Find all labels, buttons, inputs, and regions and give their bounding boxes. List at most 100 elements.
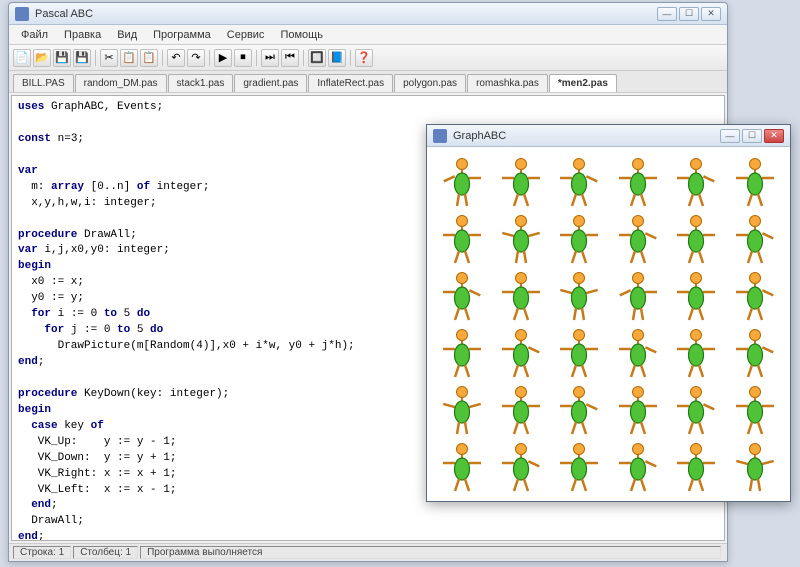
- app-title: Pascal ABC: [35, 8, 657, 20]
- toolbar-button-0[interactable]: 📄: [13, 49, 31, 67]
- sprite-cell: [667, 324, 726, 381]
- status-message: Программа выполняется: [140, 546, 721, 559]
- main-titlebar[interactable]: Pascal ABC — ☐ ✕: [9, 3, 727, 25]
- figure-sprite: [673, 327, 719, 379]
- figure-sprite: [498, 213, 544, 265]
- sprite-cell: [726, 153, 785, 210]
- sprite-cell: [609, 438, 668, 495]
- graph-app-icon: [433, 129, 447, 143]
- sprite-cell: [726, 267, 785, 324]
- sprite-cell: [492, 438, 551, 495]
- figure-sprite: [732, 270, 778, 322]
- figure-sprite: [498, 270, 544, 322]
- menu-item-2[interactable]: Вид: [109, 27, 145, 43]
- figure-sprite: [615, 384, 661, 436]
- graph-maximize-button[interactable]: ☐: [742, 129, 762, 143]
- figure-sprite: [439, 213, 485, 265]
- status-bar: Строка: 1 Столбец: 1 Программа выполняет…: [9, 543, 727, 561]
- toolbar: 📄📂💾💾✂📋📋↶↷▶⏹⏭⏮🔲📘❓: [9, 45, 727, 71]
- status-col: Столбец: 1: [73, 546, 138, 559]
- figure-sprite: [439, 384, 485, 436]
- sprite-cell: [726, 324, 785, 381]
- graph-window: GraphABC — ☐ ✕: [426, 124, 791, 502]
- graph-titlebar[interactable]: GraphABC — ☐ ✕: [427, 125, 790, 147]
- toolbar-button-13[interactable]: ⏹: [234, 49, 252, 67]
- minimize-button[interactable]: —: [657, 7, 677, 21]
- figure-sprite: [556, 441, 602, 493]
- toolbar-button-3[interactable]: 💾: [73, 49, 91, 67]
- sprite-cell: [726, 381, 785, 438]
- toolbar-button-21[interactable]: ❓: [355, 49, 373, 67]
- figure-sprite: [439, 156, 485, 208]
- figure-sprite: [556, 156, 602, 208]
- toolbar-separator: [209, 50, 210, 66]
- figure-sprite: [498, 156, 544, 208]
- figure-sprite: [673, 384, 719, 436]
- file-tab-2[interactable]: stack1.pas: [168, 74, 234, 92]
- toolbar-button-9[interactable]: ↶: [167, 49, 185, 67]
- graph-close-button[interactable]: ✕: [764, 129, 784, 143]
- figure-sprite: [556, 270, 602, 322]
- sprite-cell: [667, 210, 726, 267]
- graph-minimize-button[interactable]: —: [720, 129, 740, 143]
- sprite-cell: [667, 438, 726, 495]
- sprite-cell: [433, 210, 492, 267]
- maximize-button[interactable]: ☐: [679, 7, 699, 21]
- file-tab-0[interactable]: BILL.PAS: [13, 74, 74, 92]
- sprite-cell: [667, 267, 726, 324]
- figure-sprite: [615, 441, 661, 493]
- status-line: Строка: 1: [13, 546, 71, 559]
- file-tab-6[interactable]: romashka.pas: [467, 74, 548, 92]
- toolbar-separator: [162, 50, 163, 66]
- sprite-cell: [726, 210, 785, 267]
- toolbar-button-2[interactable]: 💾: [53, 49, 71, 67]
- figure-sprite: [439, 327, 485, 379]
- menu-bar: ФайлПравкаВидПрограммаСервисПомощь: [9, 25, 727, 45]
- figure-sprite: [732, 156, 778, 208]
- menu-item-0[interactable]: Файл: [13, 27, 56, 43]
- toolbar-button-10[interactable]: ↷: [187, 49, 205, 67]
- close-button[interactable]: ✕: [701, 7, 721, 21]
- sprite-cell: [492, 381, 551, 438]
- figure-sprite: [498, 327, 544, 379]
- sprite-cell: [550, 267, 609, 324]
- menu-item-5[interactable]: Помощь: [272, 27, 331, 43]
- toolbar-button-1[interactable]: 📂: [33, 49, 51, 67]
- toolbar-button-19[interactable]: 📘: [328, 49, 346, 67]
- menu-item-3[interactable]: Программа: [145, 27, 219, 43]
- toolbar-button-5[interactable]: ✂: [100, 49, 118, 67]
- sprite-cell: [433, 381, 492, 438]
- sprite-cell: [609, 210, 668, 267]
- toolbar-button-7[interactable]: 📋: [140, 49, 158, 67]
- toolbar-button-6[interactable]: 📋: [120, 49, 138, 67]
- menu-item-1[interactable]: Правка: [56, 27, 109, 43]
- sprite-cell: [492, 210, 551, 267]
- file-tab-5[interactable]: polygon.pas: [394, 74, 466, 92]
- toolbar-button-12[interactable]: ▶: [214, 49, 232, 67]
- figure-sprite: [439, 270, 485, 322]
- sprite-cell: [433, 267, 492, 324]
- figure-sprite: [732, 213, 778, 265]
- sprite-cell: [550, 153, 609, 210]
- file-tab-1[interactable]: random_DM.pas: [75, 74, 167, 92]
- toolbar-button-16[interactable]: ⏮: [281, 49, 299, 67]
- graph-title: GraphABC: [453, 130, 720, 142]
- sprite-cell: [609, 153, 668, 210]
- figure-sprite: [673, 213, 719, 265]
- sprite-cell: [609, 267, 668, 324]
- figure-sprite: [615, 156, 661, 208]
- menu-item-4[interactable]: Сервис: [219, 27, 273, 43]
- figure-sprite: [732, 327, 778, 379]
- file-tab-7[interactable]: *men2.pas: [549, 74, 617, 92]
- file-tab-4[interactable]: InflateRect.pas: [308, 74, 393, 92]
- toolbar-button-18[interactable]: 🔲: [308, 49, 326, 67]
- toolbar-separator: [350, 50, 351, 66]
- figure-sprite: [732, 384, 778, 436]
- figure-sprite: [556, 213, 602, 265]
- figure-sprite: [498, 441, 544, 493]
- toolbar-button-15[interactable]: ⏭: [261, 49, 279, 67]
- sprite-cell: [667, 381, 726, 438]
- file-tab-3[interactable]: gradient.pas: [234, 74, 307, 92]
- sprite-cell: [550, 210, 609, 267]
- graph-window-controls: — ☐ ✕: [720, 129, 784, 143]
